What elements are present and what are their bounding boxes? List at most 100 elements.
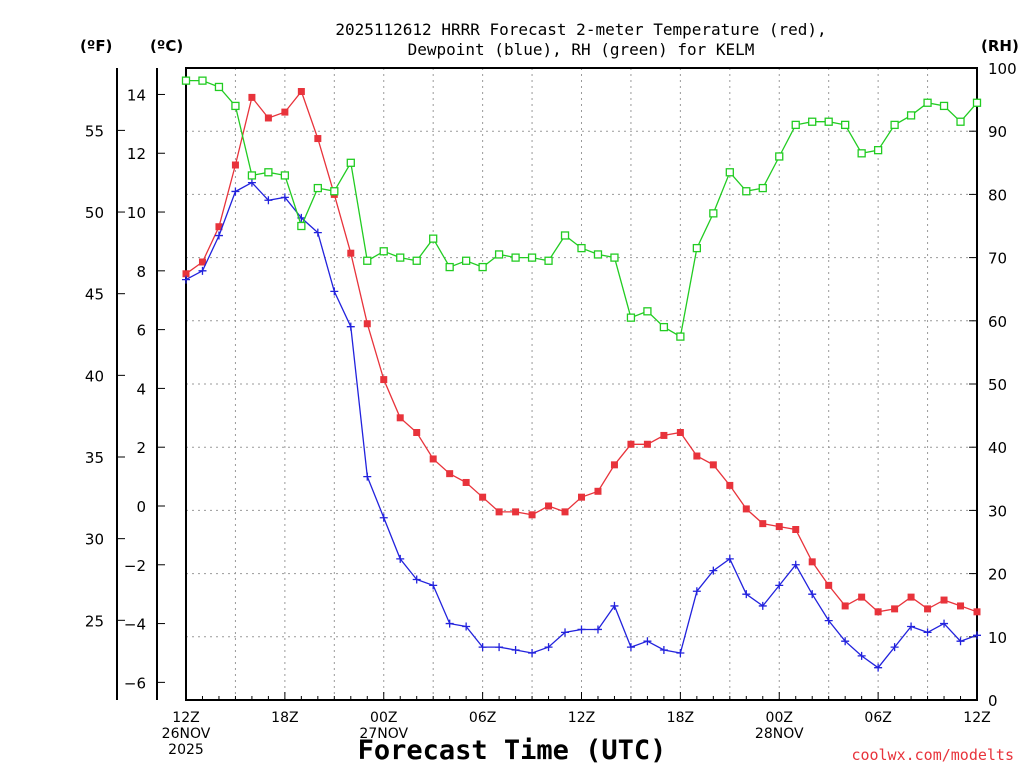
- dewpoint-point: [412, 575, 421, 584]
- dewpoint-point: [247, 178, 256, 187]
- rh-point: [560, 231, 570, 240]
- rh-point: [544, 256, 553, 265]
- x-tick-label: 28NOV: [755, 726, 804, 742]
- dewpoint-point: [198, 266, 207, 275]
- x-tick-label: 18Z: [271, 710, 298, 726]
- temperature-point: [874, 608, 882, 616]
- fahrenheit-tick-label: 45: [85, 286, 104, 304]
- dewpoint-point: [445, 619, 454, 628]
- dewpoint-point: [676, 648, 685, 657]
- temperature-point: [808, 558, 816, 566]
- temperature-point: [264, 114, 272, 122]
- dewpoint-point: [659, 646, 668, 655]
- x-tick-label: 00Z: [766, 710, 793, 726]
- rh-point: [791, 120, 800, 130]
- temperature-point: [429, 455, 437, 463]
- x-tick-label: 27NOV: [359, 726, 408, 742]
- x-tick-label: 06Z: [864, 710, 891, 726]
- fahrenheit-tick-label: 40: [85, 367, 104, 385]
- rh-point: [626, 313, 636, 322]
- rh-tick-label: 30: [988, 502, 1007, 520]
- dewpoint-point: [791, 560, 800, 569]
- temperature-point: [198, 258, 206, 266]
- dewpoint-point: [511, 646, 520, 655]
- rh-point: [297, 221, 306, 231]
- data-series: [181, 76, 982, 672]
- temperature-point: [643, 440, 651, 448]
- temperature-point: [479, 493, 487, 501]
- celsius-tick-label: 8: [136, 263, 146, 281]
- rh-tick-label: 60: [988, 313, 1007, 331]
- rh-tick-label: 0: [988, 692, 998, 710]
- rh-point: [577, 243, 586, 253]
- temperature-point: [231, 161, 239, 169]
- temperature-point: [528, 511, 536, 519]
- dewpoint-point: [709, 566, 718, 575]
- temperature-point: [610, 461, 618, 469]
- temperature-point: [297, 88, 305, 96]
- temperature-point: [924, 605, 932, 613]
- rh-point: [181, 76, 191, 85]
- rh-point: [511, 253, 520, 262]
- dewpoint-point: [363, 472, 372, 481]
- temperature-point: [627, 440, 635, 448]
- rh-point: [461, 256, 471, 265]
- dewpoint-point: [396, 554, 405, 563]
- rh-point: [330, 187, 339, 196]
- rh-point: [659, 322, 669, 332]
- rh-point: [264, 168, 273, 177]
- rh-tick-label: 70: [988, 250, 1007, 268]
- temperature-point: [578, 493, 585, 501]
- temperature-point: [545, 502, 553, 510]
- temperature-point: [957, 602, 965, 610]
- rh-point: [857, 149, 866, 158]
- temperature-point: [413, 429, 421, 437]
- rh-point: [247, 171, 257, 180]
- dewpoint-point: [940, 619, 949, 628]
- rh-point: [643, 307, 652, 316]
- rh-point: [494, 250, 504, 259]
- dewpoint-point: [907, 622, 916, 631]
- rh-tick-label: 80: [988, 186, 1007, 204]
- celsius-tick-label: 6: [136, 322, 146, 340]
- dewpoint-point: [973, 631, 981, 640]
- rh-point: [313, 183, 322, 193]
- dewpoint-point: [379, 513, 388, 522]
- temperature-point: [742, 505, 750, 513]
- fahrenheit-tick-label: 25: [85, 612, 104, 630]
- celsius-tick-label: 14: [127, 86, 146, 104]
- temperature-point: [775, 523, 783, 531]
- fahrenheit-tick-label: 50: [85, 204, 104, 222]
- dewpoint-point: [429, 581, 438, 590]
- temperature-point: [676, 429, 684, 437]
- rh-tick-label: 50: [988, 376, 1007, 394]
- x-tick-label: 2025: [168, 742, 204, 758]
- dewpoint-point: [313, 228, 322, 237]
- rh-point: [890, 120, 899, 130]
- rh-point: [198, 76, 207, 85]
- series-rh: [181, 76, 982, 341]
- dewpoint-point: [462, 622, 471, 631]
- x-tick-label: 00Z: [370, 710, 397, 726]
- dewpoint-point: [890, 643, 899, 652]
- celsius-tick-label: 2: [136, 439, 146, 457]
- rh-point: [676, 332, 685, 341]
- title-line-2: Dewpoint (blue), RH (green) for KELM: [408, 40, 755, 59]
- dewpoint-point: [808, 590, 817, 599]
- rh-point: [593, 250, 603, 259]
- temperature-point: [380, 376, 388, 384]
- rh-point: [412, 256, 421, 265]
- rh-point: [445, 262, 454, 272]
- rh-point: [841, 120, 850, 130]
- temperature-point: [759, 520, 767, 528]
- temperature-point: [594, 487, 602, 495]
- dewpoint-point: [874, 663, 883, 672]
- gridlines: [186, 68, 977, 700]
- dewpoint-point: [280, 193, 289, 202]
- rh-point: [396, 253, 405, 262]
- rh-tick-label: 100: [988, 60, 1017, 78]
- x-tick-label: 12Z: [172, 710, 199, 726]
- temperature-point: [182, 270, 190, 278]
- credit-link[interactable]: coolwx.com/modelts: [851, 746, 1014, 764]
- dewpoint-point: [346, 322, 355, 331]
